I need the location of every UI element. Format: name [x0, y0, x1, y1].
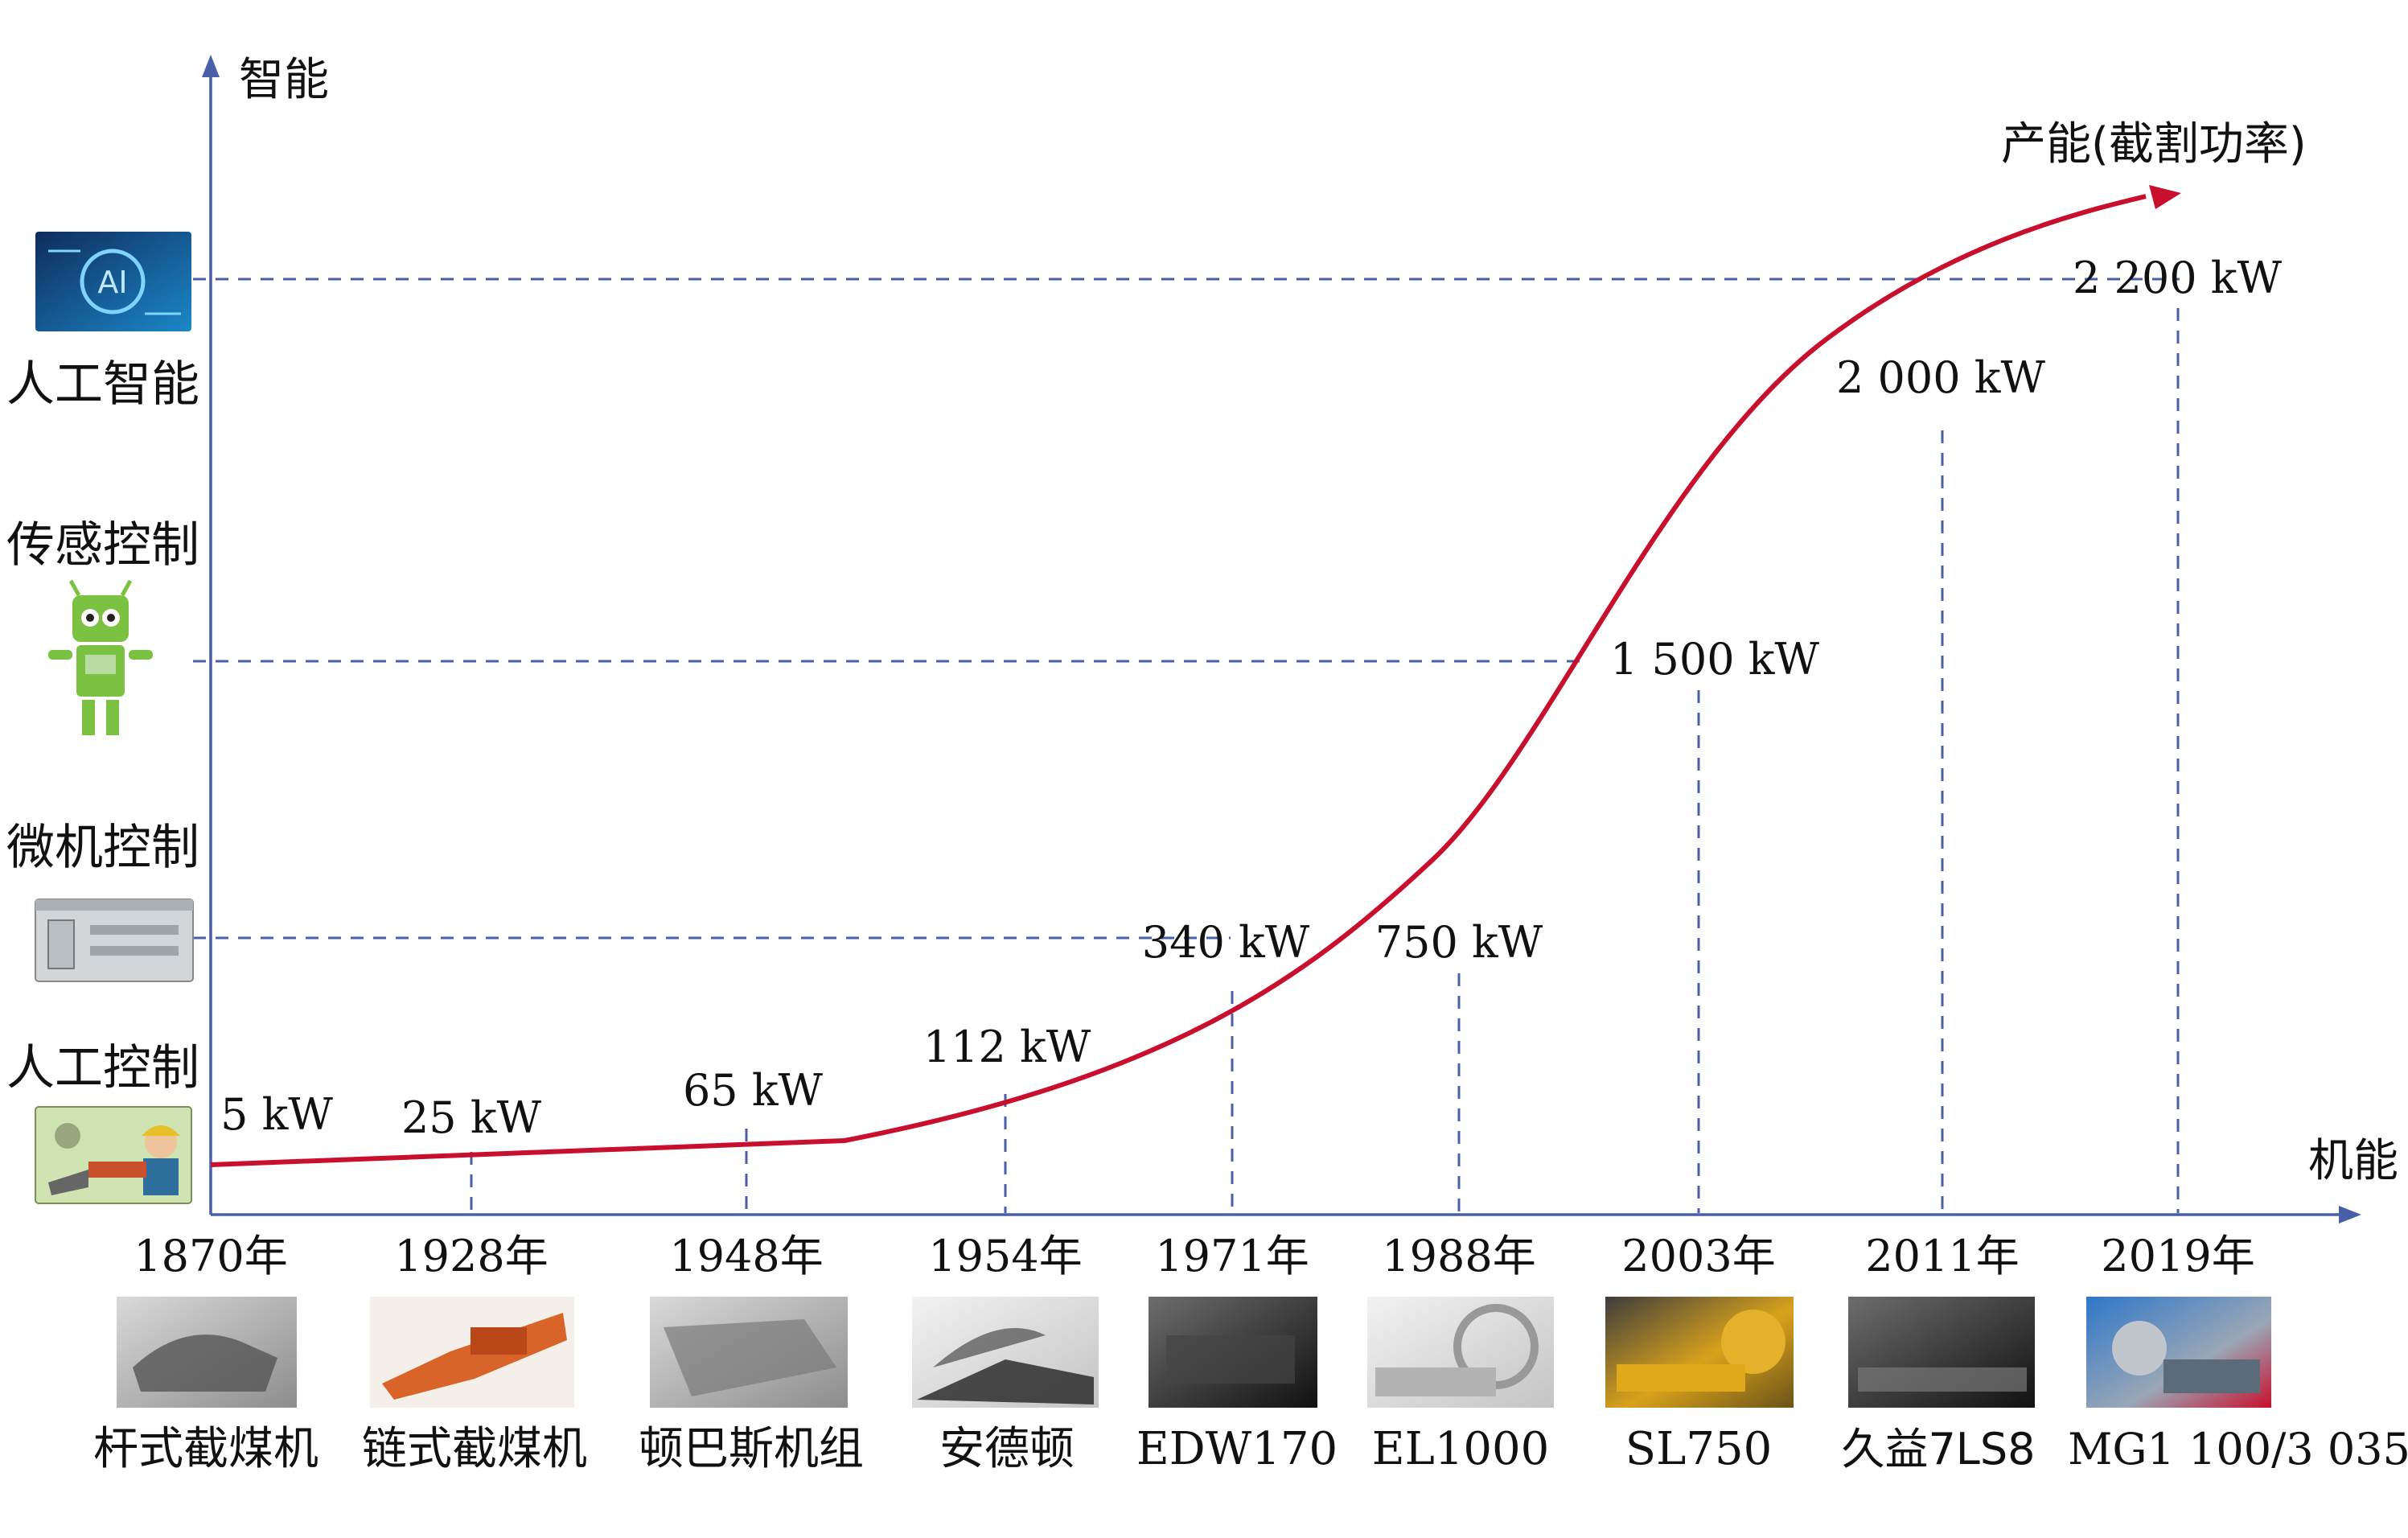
level-label-manual: 人工控制: [6, 1040, 199, 1096]
intelligence-levels: AI 人工智能 传感控制 微机控制: [6, 232, 199, 1204]
svg-text:AI: AI: [97, 265, 127, 300]
power-label: 750 kW: [1375, 917, 1543, 968]
horizontal-guides: [193, 278, 2180, 940]
year-label: 1988年: [1382, 1231, 1535, 1281]
machine-photo: [1149, 1297, 1317, 1408]
machine-name: 杆式截煤机: [93, 1423, 318, 1475]
y-axis-arrow-icon: [202, 55, 220, 77]
machine-photo: [1848, 1297, 2035, 1408]
curve-arrow-icon: [2149, 185, 2181, 209]
vertical-guides: [470, 308, 2180, 1213]
industrial-computer-icon: [35, 899, 194, 982]
x-axis-label: 机能: [2308, 1135, 2398, 1187]
year-label: 1948年: [669, 1231, 823, 1281]
year-label: 1928年: [394, 1231, 548, 1281]
year-label: 2003年: [1621, 1231, 1775, 1281]
machine-name: EL1000: [1372, 1423, 1550, 1475]
y-axis-label: 智能: [239, 54, 329, 106]
power-label: 340 kW: [1142, 917, 1310, 968]
ai-chip-icon: AI: [35, 232, 191, 331]
worker-operated-machine-icon: [35, 1106, 192, 1204]
level-label-microcomputer: 微机控制: [6, 820, 199, 876]
power-label: 65 kW: [683, 1065, 824, 1116]
power-label: 25 kW: [401, 1092, 542, 1143]
machine-names: 杆式截煤机 链式截煤机 顿巴斯机组 安德顿 EDW170 EL1000 SL75…: [93, 1423, 2408, 1475]
machine-photo: [2086, 1297, 2271, 1408]
x-axis-arrow-icon: [2339, 1206, 2361, 1223]
power-label: 1 500 kW: [1610, 634, 1819, 685]
year-label: 2019年: [2101, 1231, 2254, 1281]
machine-photo: [1605, 1297, 1794, 1408]
machine-photo: [1367, 1297, 1554, 1408]
machine-name: MG1 100/3 035: [2068, 1424, 2408, 1474]
machine-photos: [117, 1297, 2271, 1408]
machine-name: SL750: [1625, 1423, 1772, 1475]
year-label: 1971年: [1155, 1231, 1309, 1281]
machine-photo: [370, 1297, 574, 1408]
year-label: 2011年: [1865, 1231, 2019, 1281]
machine-photo: [117, 1297, 297, 1408]
axes: [202, 55, 2361, 1223]
year-label: 1954年: [928, 1231, 1082, 1281]
machine-name: EDW170: [1136, 1423, 1338, 1475]
machine-photo: [650, 1297, 848, 1408]
power-label: 112 kW: [923, 1022, 1091, 1072]
machine-name: 安德顿: [939, 1423, 1075, 1475]
machine-name: 链式截煤机: [362, 1423, 587, 1475]
power-label: 2 200 kW: [2073, 253, 2282, 303]
machine-name: 久益7LS8: [1841, 1424, 2035, 1474]
power-label: 2 000 kW: [1836, 352, 2045, 403]
year-label: 1870年: [134, 1231, 287, 1281]
machine-name: 顿巴斯机组: [639, 1423, 864, 1475]
level-label-sensor: 传感控制: [6, 517, 199, 574]
capacity-curve: [210, 185, 2181, 1167]
machine-photo: [912, 1297, 1099, 1408]
power-label: 5 kW: [220, 1089, 333, 1140]
power-growth-curve: [210, 194, 2147, 1167]
green-robot-icon: [48, 579, 153, 735]
curve-label: 产能(截割功率): [2001, 118, 2307, 171]
level-label-ai: 人工智能: [6, 356, 199, 413]
year-labels: 1870年 1928年 1948年 1954年 1971年 1988年 2003…: [134, 1231, 2254, 1281]
power-labels: 5 kW 25 kW 65 kW 112 kW 340 kW 750 kW 1 …: [220, 253, 2282, 1143]
